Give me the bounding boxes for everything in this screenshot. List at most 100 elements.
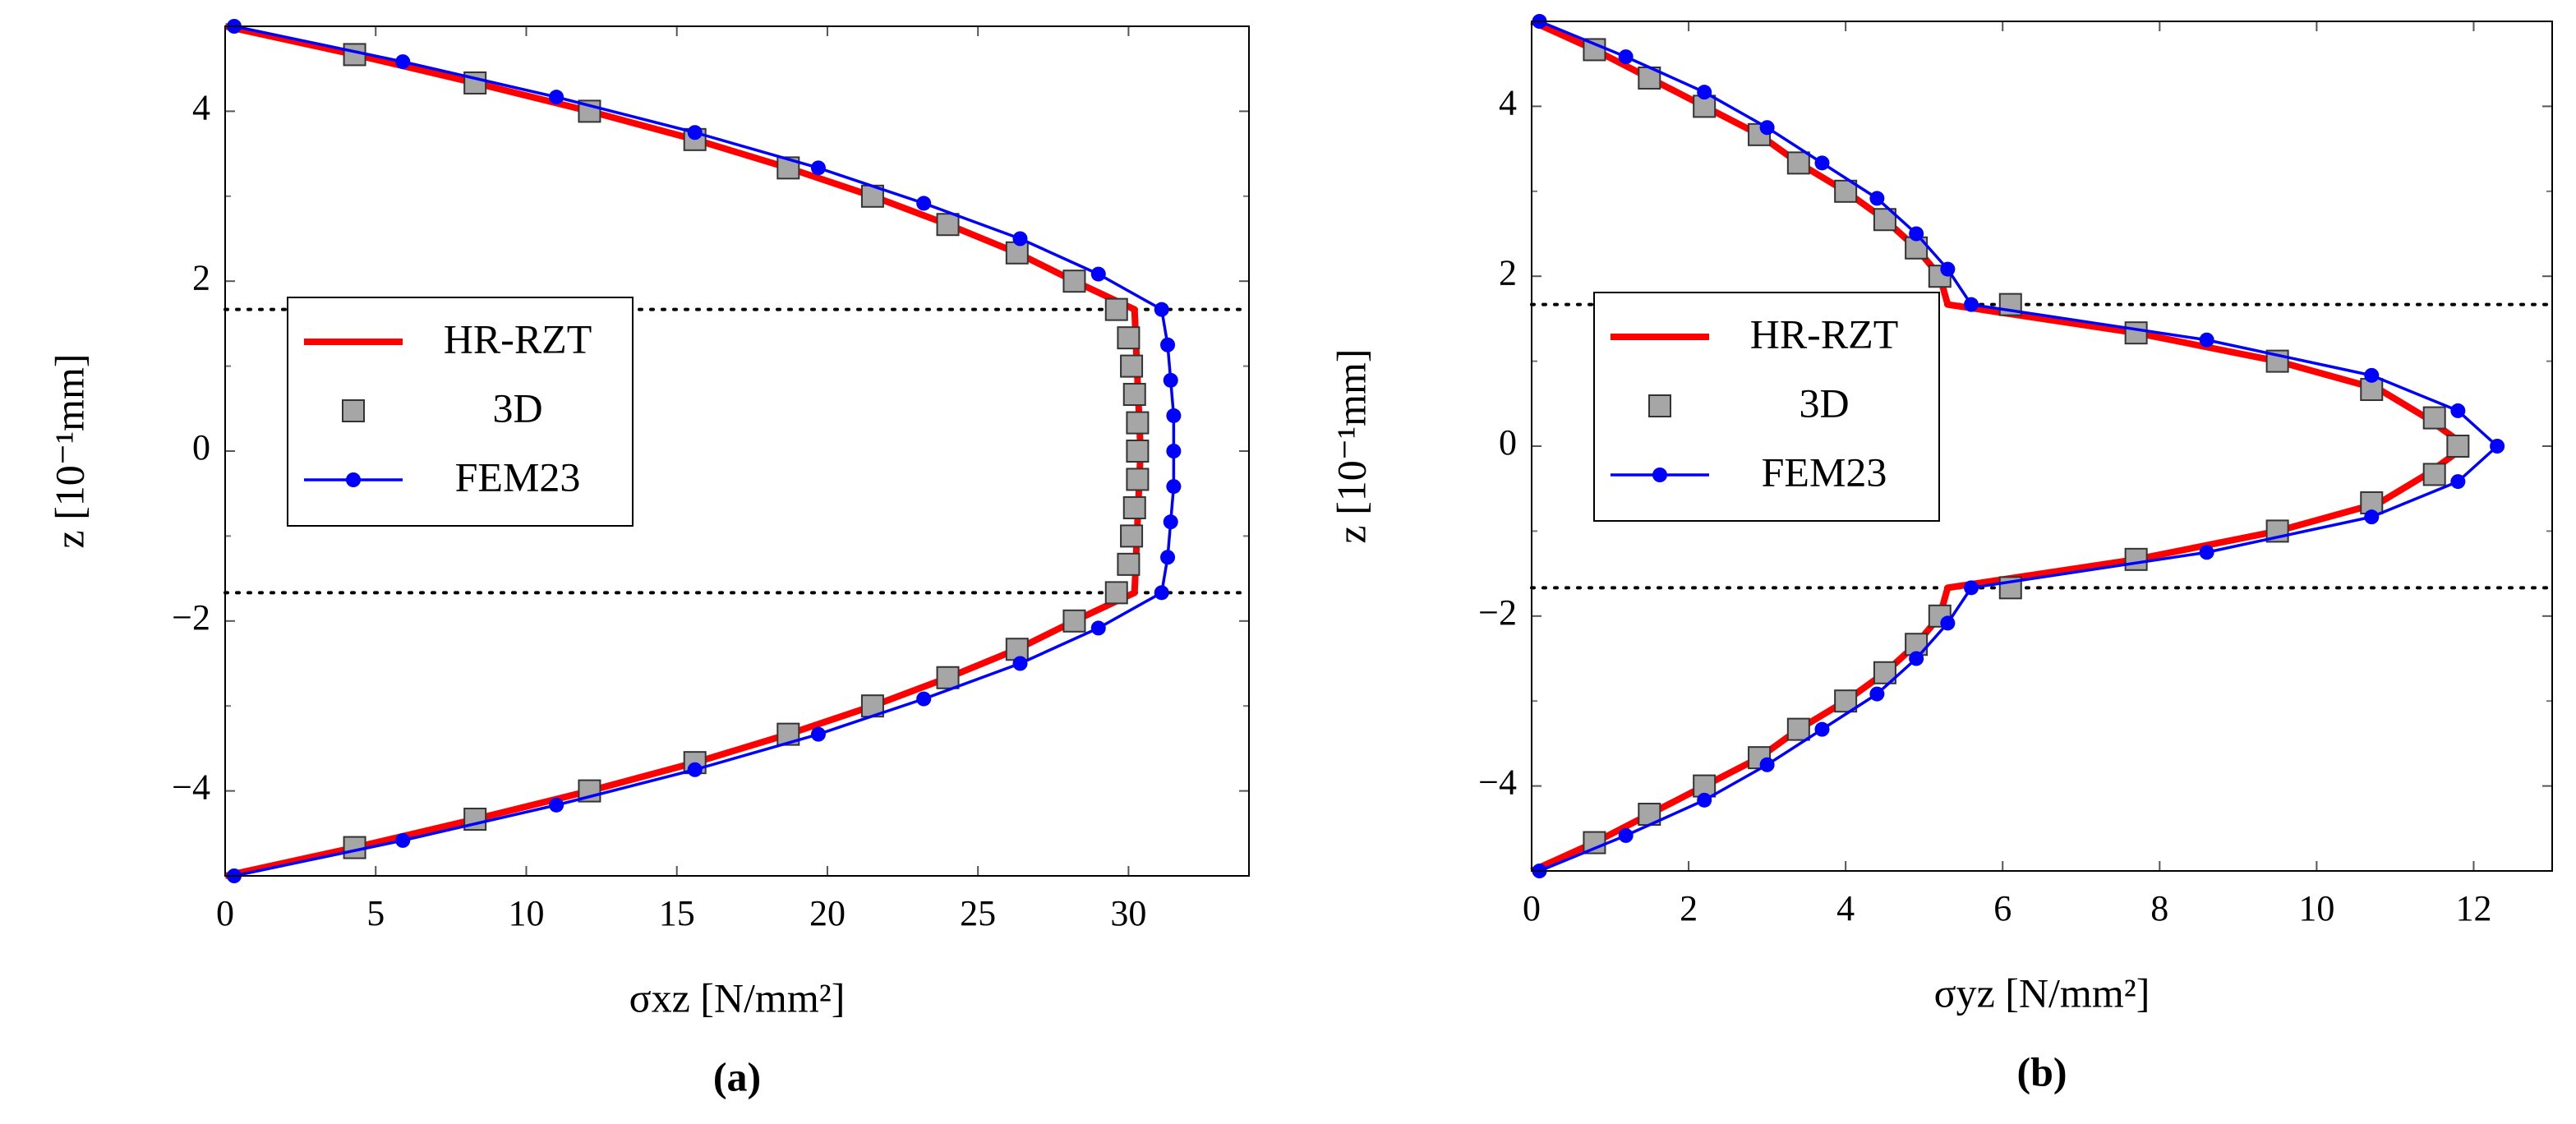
- marker: [2124, 321, 2148, 345]
- x-tick-label: 8: [2150, 888, 2168, 928]
- marker: [1126, 440, 1150, 463]
- y-tick-label: −4: [1478, 762, 1517, 803]
- y-tick-label: 4: [192, 87, 210, 127]
- marker: [463, 808, 487, 831]
- marker: [916, 196, 932, 211]
- marker: [1160, 550, 1176, 565]
- marker: [1122, 383, 1146, 407]
- marker: [1120, 524, 1144, 548]
- x-tick-label: 30: [1110, 893, 1146, 933]
- marker: [1909, 651, 1924, 666]
- y-axis-label: z [10⁻¹mm]: [46, 353, 92, 548]
- marker: [860, 694, 884, 718]
- plot: 0 2 4 6 8 10 12 −4 −2 0 2 4 HR-RZT 3D FEM23 σyz [N/mm²]…: [1328, 14, 2554, 1094]
- x-tick-label: 5: [366, 893, 385, 933]
- marker: [810, 160, 826, 176]
- marker: [2199, 545, 2214, 560]
- marker: [1869, 191, 1885, 206]
- marker: [1693, 774, 1717, 798]
- marker: [1909, 226, 1924, 242]
- marker: [1104, 581, 1128, 605]
- marker: [1166, 479, 1182, 495]
- marker: [1940, 261, 1956, 277]
- legend: HR-RZT 3D FEM23: [287, 297, 634, 527]
- y-tick-label: 0: [1499, 422, 1517, 463]
- marker: [549, 797, 565, 813]
- marker: [1814, 721, 1830, 737]
- x-tick-label: 0: [216, 893, 234, 933]
- marker: [936, 666, 960, 689]
- marker: [687, 762, 703, 777]
- y-tick-label: −2: [1478, 592, 1517, 633]
- legend-box: [1593, 292, 1940, 522]
- marker: [1814, 155, 1830, 171]
- y-axis-label: z [10⁻¹mm]: [1328, 348, 1374, 543]
- marker: [1964, 297, 1979, 312]
- marker: [1126, 411, 1150, 435]
- marker: [1163, 372, 1178, 388]
- x-tick-label: 12: [2455, 888, 2491, 928]
- y-tick-label: 2: [1499, 252, 1517, 293]
- marker: [395, 832, 411, 848]
- marker: [1163, 514, 1178, 530]
- caption: (a): [713, 1053, 761, 1099]
- marker: [1697, 792, 1712, 808]
- y-tick-label: 0: [192, 427, 210, 468]
- marker: [2360, 491, 2384, 514]
- marker: [2364, 367, 2380, 383]
- x-tick-label: 10: [2298, 888, 2334, 928]
- x-tick-label: 10: [508, 893, 544, 933]
- marker: [2199, 332, 2214, 348]
- legend: HR-RZT 3D FEM23: [1593, 292, 1940, 522]
- marker: [1869, 686, 1885, 702]
- legend-label: FEM23: [455, 454, 581, 500]
- marker: [936, 213, 960, 237]
- x-tick-label: 0: [1523, 888, 1541, 928]
- legend-label: FEM23: [1762, 449, 1887, 495]
- marker: [1154, 585, 1169, 601]
- marker: [2422, 463, 2446, 486]
- legend-marker: [1652, 468, 1667, 482]
- marker: [2490, 439, 2505, 454]
- marker: [2446, 435, 2470, 458]
- marker: [1618, 49, 1634, 65]
- marker: [1117, 552, 1141, 576]
- marker: [1618, 827, 1634, 843]
- marker: [1062, 609, 1086, 633]
- marker: [1940, 615, 1956, 631]
- y-tick-label: −4: [172, 767, 210, 808]
- x-tick-label: 25: [960, 893, 996, 933]
- caption: (b): [2016, 1048, 2067, 1094]
- marker: [1122, 495, 1146, 519]
- x-axis-label: σyz [N/mm²]: [1934, 970, 2150, 1016]
- marker: [2422, 406, 2446, 430]
- marker: [1117, 326, 1141, 350]
- legend-marker: [1648, 394, 1671, 417]
- legend-label: 3D: [492, 385, 542, 431]
- marker: [1834, 179, 1858, 203]
- marker: [1005, 241, 1029, 265]
- marker: [1104, 297, 1128, 321]
- marker: [1166, 408, 1182, 423]
- marker: [2364, 509, 2380, 525]
- y-tick-label: −2: [172, 597, 210, 638]
- legend-label: HR-RZT: [444, 316, 592, 362]
- marker: [1964, 580, 1979, 596]
- marker: [1062, 269, 1086, 293]
- marker: [1697, 85, 1712, 100]
- x-tick-label: 20: [809, 893, 846, 933]
- legend-marker: [346, 472, 361, 487]
- marker: [1786, 151, 1810, 175]
- marker: [1120, 354, 1144, 378]
- marker: [687, 125, 703, 140]
- marker: [1126, 468, 1150, 491]
- marker: [810, 726, 826, 742]
- x-tick-label: 2: [1680, 888, 1698, 928]
- legend-marker: [342, 399, 365, 422]
- plot-frame: [224, 25, 1250, 877]
- marker: [916, 691, 932, 707]
- marker: [395, 54, 411, 70]
- marker: [1154, 302, 1169, 317]
- marker: [549, 90, 565, 105]
